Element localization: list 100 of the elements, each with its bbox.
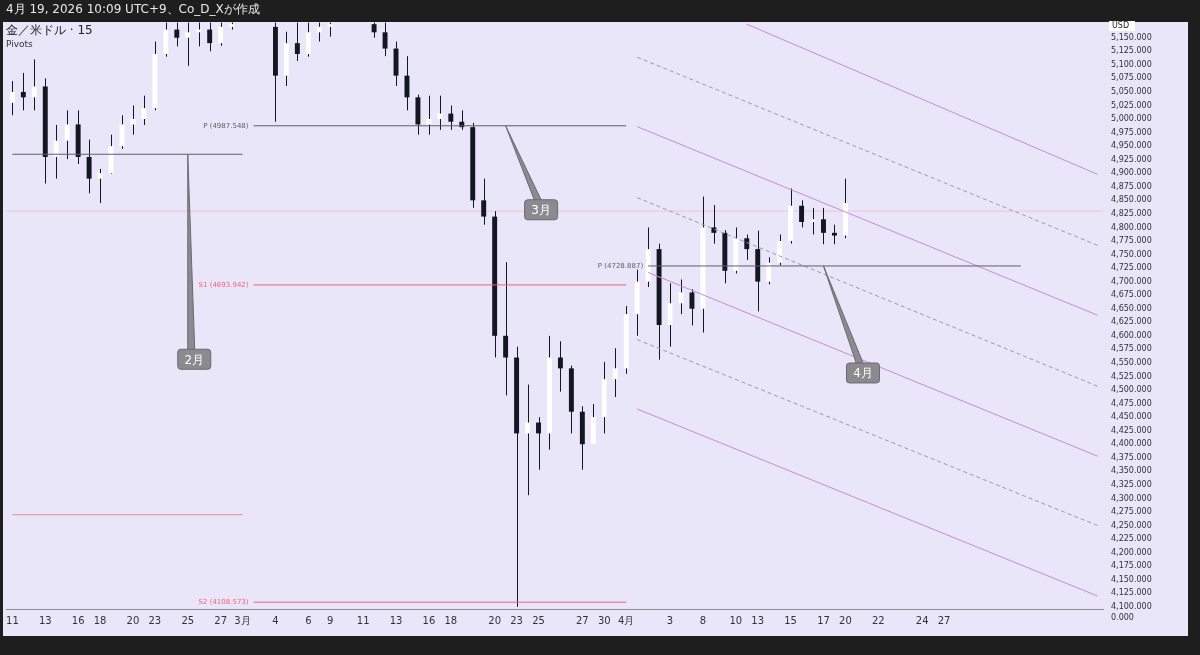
x-tick-label: 11 <box>6 614 19 626</box>
candlestick <box>185 22 191 67</box>
y-tick-label: 4,550.000 <box>1111 358 1152 367</box>
y-tick-label: 5,100.000 <box>1111 59 1152 69</box>
x-tick-label: 27 <box>214 614 227 626</box>
x-tick-label: 13 <box>389 614 403 626</box>
candlestick <box>711 204 717 245</box>
candlestick <box>689 288 695 327</box>
x-tick-label: 4月 <box>618 614 635 626</box>
text: 4月 19, 2026 10:09 UTC+9、Co_D_Xが作成 <box>6 2 260 17</box>
candlestick <box>305 22 311 58</box>
y-tick-label: 4,675.000 <box>1111 290 1152 300</box>
y-tick-label: 4,325.000 <box>1111 479 1152 489</box>
x-tick-label: 27 <box>575 614 589 626</box>
x-tick-label: 17 <box>817 614 830 626</box>
y-tick-label: 4,650.000 <box>1111 303 1152 313</box>
y-tick-label: 4,700.000 <box>1111 276 1152 286</box>
x-tick-label: 24 <box>915 614 929 626</box>
candlestick <box>766 256 772 285</box>
y-tick-label: 4,175.000 <box>1111 561 1152 571</box>
x-tick-label: 22 <box>871 614 885 626</box>
x-tick-label: 13 <box>751 614 765 626</box>
y-tick-label: 4,425.000 <box>1111 425 1152 435</box>
y-tick-label: 5,000.000 <box>1111 114 1152 124</box>
y-tick-label: 4,350.000 <box>1111 466 1152 476</box>
candlestick <box>536 416 541 471</box>
candlestick <box>218 22 224 47</box>
x-tick-label: 9 <box>327 614 334 626</box>
y-tick-label: 4,825.000 <box>1111 208 1152 218</box>
candlestick <box>141 95 147 126</box>
y-axis-title: USD <box>1112 21 1130 31</box>
y-tick-label: 4,450.000 <box>1111 412 1152 422</box>
x-tick-label: 16 <box>422 614 436 626</box>
y-tick-label: 4,850.000 <box>1111 195 1152 205</box>
candlestick <box>525 384 531 496</box>
y-tick-label: 4,500.000 <box>1111 385 1152 395</box>
candlestick <box>426 95 432 136</box>
candlestick <box>810 207 815 235</box>
candlestick <box>481 178 487 226</box>
candlestick <box>53 124 59 180</box>
y-tick-label: 4,150.000 <box>1111 574 1152 584</box>
y-tick-label: 4,125.000 <box>1111 588 1152 598</box>
text: 0.000 <box>1111 613 1134 623</box>
y-tick-label: 4,475.000 <box>1111 398 1152 408</box>
x-tick-label: 25 <box>181 614 195 626</box>
y-tick-label: 5,075.000 <box>1111 73 1152 83</box>
candlestick <box>777 233 783 266</box>
y-tick-label: 4,800.000 <box>1111 222 1152 232</box>
candlestick <box>831 224 837 245</box>
x-tick-label: 10 <box>729 614 743 626</box>
y-tick-label: 4,600.000 <box>1111 330 1152 340</box>
annotation: 4月 <box>853 366 873 381</box>
candlestick <box>557 340 563 393</box>
y-tick-label: 4,250.000 <box>1111 520 1152 530</box>
y-tick-label: 4,275.000 <box>1111 507 1152 517</box>
x-tick-label: 6 <box>305 614 312 626</box>
candlestick <box>316 22 322 43</box>
x-tick-label: 20 <box>488 614 502 626</box>
y-tick-label: 5,150.000 <box>1111 32 1152 42</box>
y-tick-label: 4,975.000 <box>1111 127 1152 137</box>
x-tick-label: 18 <box>444 614 458 626</box>
y-tick-label: 5,025.000 <box>1111 100 1152 110</box>
candlestick <box>31 58 37 111</box>
y-tick-label: 4,300.000 <box>1111 493 1152 503</box>
x-tick-label: 18 <box>93 614 107 626</box>
x-tick-label: 20 <box>839 614 852 626</box>
candlestick <box>9 80 15 116</box>
candlestick <box>667 282 673 348</box>
text: Pivots <box>6 38 34 49</box>
y-tick-label: 4,625.000 <box>1111 317 1152 327</box>
y-tick-label: 4,225.000 <box>1111 534 1152 544</box>
annotation: 2月 <box>184 352 205 367</box>
candlestick <box>448 104 454 131</box>
y-tick-label: 4,525.000 <box>1111 371 1152 381</box>
y-tick-label: 4,725.000 <box>1111 263 1152 273</box>
x-tick-label: 4 <box>272 614 279 626</box>
x-tick-label: 20 <box>126 614 140 626</box>
x-tick-label: 11 <box>356 614 370 626</box>
candlestick <box>503 261 509 396</box>
x-tick-label: 16 <box>71 614 85 626</box>
x-tick-label: 8 <box>699 614 707 626</box>
x-tick-label: 15 <box>784 614 797 626</box>
candlestick <box>130 104 136 136</box>
y-tick-label: 5,125.000 <box>1111 46 1152 56</box>
y-tick-label: 4,900.000 <box>1111 168 1152 178</box>
candlestick <box>97 168 103 204</box>
candlestick <box>207 22 213 52</box>
y-tick-label: 5,050.000 <box>1111 87 1152 96</box>
y-tick-label: 4,875.000 <box>1111 181 1152 191</box>
x-tick-label: 23 <box>148 614 162 626</box>
candlestick <box>86 139 92 194</box>
candlestick <box>20 72 26 111</box>
x-tick-label: 23 <box>510 614 523 626</box>
y-tick-label: 4,775.000 <box>1111 236 1152 246</box>
y-tick-label: 4,400.000 <box>1111 439 1152 449</box>
candlestick <box>612 347 618 398</box>
x-tick-label: 30 <box>597 614 611 626</box>
candlestick <box>437 95 443 131</box>
candlestick <box>382 22 388 57</box>
x-tick-label: 13 <box>38 614 52 626</box>
